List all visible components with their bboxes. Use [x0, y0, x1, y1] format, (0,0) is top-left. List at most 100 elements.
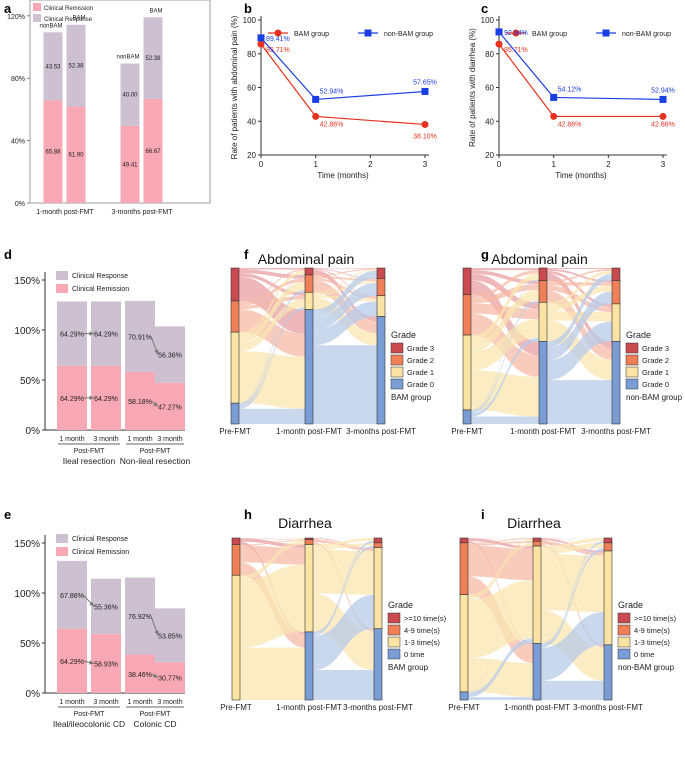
- sankey-node: [603, 644, 613, 701]
- sankey-node: [538, 302, 548, 342]
- x-tick-label: 3 month: [93, 699, 118, 706]
- sankey-node: [462, 334, 472, 411]
- sankey-flow: [468, 638, 533, 698]
- sankey-node: [462, 267, 472, 295]
- sankey-node: [462, 294, 472, 336]
- sankey-flow: [240, 538, 305, 577]
- bar-response: [155, 326, 185, 383]
- sankey-flow: [240, 538, 305, 545]
- y-tick-label: 150%: [14, 539, 40, 550]
- y-tick-label: 40: [247, 117, 256, 126]
- sankey-flow: [468, 539, 533, 597]
- data-point: [659, 95, 667, 103]
- legend-label: 1-3 time(s): [404, 638, 440, 647]
- sankey-flow: [471, 284, 539, 304]
- x-tick-label: 1 month: [127, 436, 152, 443]
- bar-response: [120, 63, 140, 126]
- legend-swatch: [56, 534, 68, 543]
- bar-value-label: 53.85%: [158, 633, 182, 640]
- sankey-flow: [547, 311, 612, 322]
- bar-category-label: BAM: [149, 8, 162, 14]
- panel-g-chart: Abdominal pain Pre-FMT 1-month post-FMT 3-m…: [451, 251, 682, 436]
- panel-a-chart: 0% 40% 80% 120% Clinical Remission Clinical R…: [7, 0, 211, 216]
- legend-swatch: [617, 624, 631, 636]
- group-sublabel: Post-FMT: [74, 711, 105, 718]
- legend-swatch: [33, 3, 41, 11]
- sankey-flow: [313, 269, 377, 297]
- sankey-node: [538, 280, 548, 303]
- stage-label: 1-month post-FMT: [504, 703, 570, 712]
- sankey-node: [603, 542, 613, 552]
- y-tick-label: 80: [485, 50, 494, 59]
- data-label: 52.94%: [320, 88, 344, 95]
- sankey-flow: [547, 270, 612, 306]
- sankey-flow: [471, 273, 539, 342]
- sankey-flow: [239, 268, 305, 270]
- sankey-flow: [547, 268, 612, 269]
- bar-value-label: 38.46%: [128, 672, 152, 679]
- legend-label: Grade 0: [642, 380, 669, 389]
- bar-remission: [125, 371, 155, 430]
- sankey-flow: [541, 612, 604, 681]
- x-group-label: 1-month post-FMT: [36, 209, 94, 216]
- bar-value-label: 64.29%: [94, 396, 118, 403]
- bar-remission: [66, 106, 86, 203]
- x-tick-label: 3: [423, 160, 428, 169]
- bar-response: [91, 301, 121, 366]
- legend-label: Clinical Response: [72, 536, 128, 543]
- legend-swatch: [390, 354, 404, 366]
- sankey-flow: [468, 542, 533, 600]
- bar-response: [125, 577, 155, 655]
- legend-swatch: [390, 366, 404, 378]
- group-label: BAM group: [391, 393, 432, 402]
- sankey-node: [304, 539, 314, 545]
- sankey-node: [611, 303, 621, 342]
- sankey-flow: [471, 303, 539, 320]
- sankey-flow: [313, 549, 374, 595]
- stage-label: 3-months post-FMT: [581, 427, 651, 436]
- y-tick-label: 0%: [26, 426, 41, 437]
- legend-label: Clinical Response: [72, 273, 128, 280]
- legend-marker: [274, 29, 282, 37]
- panel-i-chart: Diarrhea Pre-FMT 1-month post-FMT 3-months …: [448, 515, 676, 712]
- legend-swatch: [56, 547, 68, 556]
- legend-swatch: [387, 612, 401, 624]
- chart-title: Abdominal pain: [258, 251, 355, 267]
- y-tick-label: 20: [247, 151, 256, 160]
- sankey-flow: [239, 309, 305, 357]
- x-axis-label: Time (months): [317, 171, 369, 180]
- legend-swatch: [617, 648, 631, 660]
- bar-value-label: 52.38: [145, 56, 161, 62]
- bar-response: [91, 578, 121, 635]
- y-tick-label: 80: [247, 50, 256, 59]
- sankey-node: [304, 631, 314, 701]
- sankey-flow: [541, 538, 604, 544]
- data-label: 42.86%: [558, 121, 582, 128]
- legend-swatch: [387, 636, 401, 648]
- y-tick-label: 20: [485, 151, 494, 160]
- sankey-node: [304, 544, 314, 633]
- stage-label: Pre-FMT: [220, 703, 252, 712]
- legend-label: 0 time: [634, 650, 654, 659]
- x-tick-label: 3 month: [93, 436, 118, 443]
- data-label: 89.41%: [266, 36, 290, 43]
- sankey-flow: [541, 680, 604, 700]
- y-tick-label: 100: [243, 16, 257, 25]
- sankey-node: [459, 537, 469, 544]
- x-tick-label: 3 month: [157, 436, 182, 443]
- sankey-flow: [468, 538, 533, 542]
- sankey-flow: [468, 538, 533, 544]
- sankey-flow: [541, 541, 604, 646]
- legend-swatch: [387, 624, 401, 636]
- legend-swatch: [625, 342, 639, 354]
- sankey-node: [532, 540, 542, 547]
- y-tick-label: 150%: [14, 276, 40, 287]
- stage-label: Pre-FMT: [451, 427, 483, 436]
- y-tick-label: 0%: [15, 201, 25, 208]
- legend-label: Grade 2: [407, 356, 434, 365]
- chart-title: Abdominal pain: [491, 251, 588, 267]
- legend-label: >=10 time(s): [634, 614, 677, 623]
- sankey-node: [304, 274, 314, 293]
- stage-label: 3-months post-FMT: [343, 703, 413, 712]
- bar-value-label: 64.29%: [60, 396, 84, 403]
